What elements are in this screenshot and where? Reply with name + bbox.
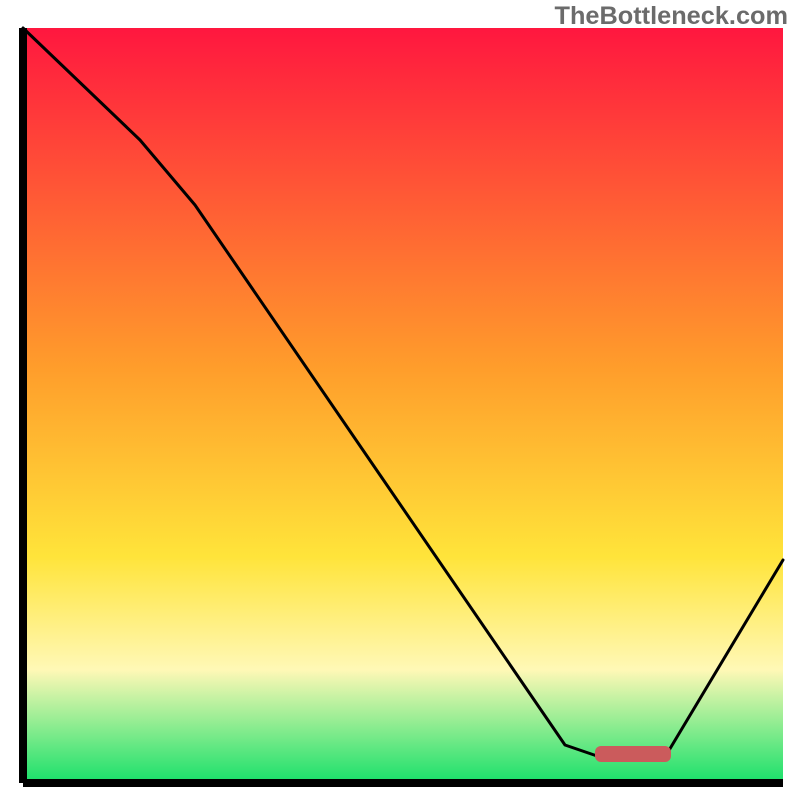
- chart-svg: [0, 0, 800, 800]
- bottleneck-chart: TheBottleneck.com: [0, 0, 800, 800]
- watermark-text: TheBottleneck.com: [555, 2, 789, 31]
- marker-pill: [595, 746, 671, 762]
- gradient-rect: [23, 28, 783, 783]
- curve-path: [23, 28, 783, 757]
